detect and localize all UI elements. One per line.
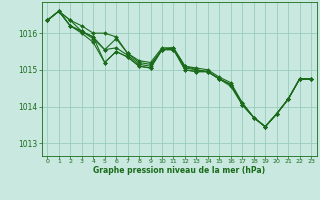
X-axis label: Graphe pression niveau de la mer (hPa): Graphe pression niveau de la mer (hPa) — [93, 166, 265, 175]
